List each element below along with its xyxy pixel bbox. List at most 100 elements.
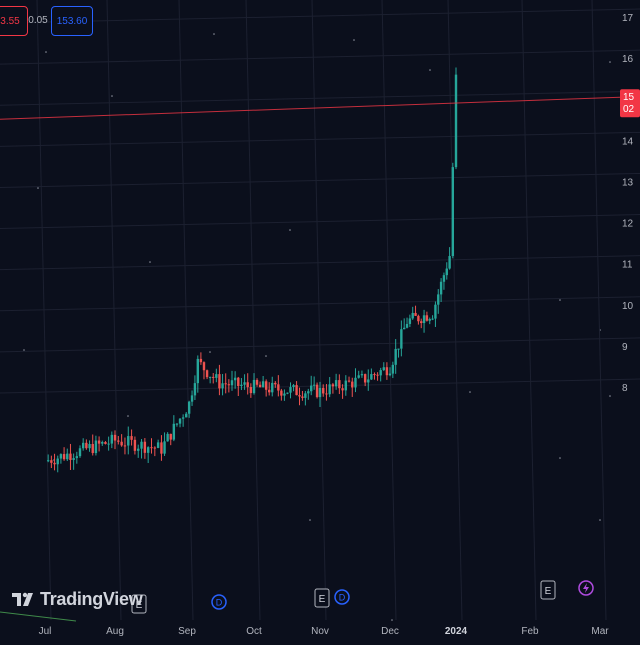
candle-body[interactable] xyxy=(205,370,209,378)
candle-body[interactable] xyxy=(360,374,364,376)
candle-body[interactable] xyxy=(193,383,197,396)
candle-body[interactable] xyxy=(75,456,79,459)
candle-body[interactable] xyxy=(344,380,348,391)
candle-body[interactable] xyxy=(153,447,157,449)
candle-body[interactable] xyxy=(428,319,431,321)
candle-body[interactable] xyxy=(46,460,50,462)
candle-body[interactable] xyxy=(53,462,56,465)
candle-body[interactable] xyxy=(354,377,357,388)
candle-body[interactable] xyxy=(376,374,379,376)
candle-body[interactable] xyxy=(178,418,182,424)
candle-body[interactable] xyxy=(81,442,85,449)
candle-body[interactable] xyxy=(388,373,392,376)
candle-body[interactable] xyxy=(425,315,429,321)
candle-body[interactable] xyxy=(351,381,354,388)
candle-body[interactable] xyxy=(190,395,194,402)
candle-body[interactable] xyxy=(445,268,448,276)
candle-body[interactable] xyxy=(385,367,389,376)
candle-body[interactable] xyxy=(341,388,344,391)
candle-body[interactable] xyxy=(202,362,206,371)
candle-body[interactable] xyxy=(405,323,409,328)
candle-body[interactable] xyxy=(255,379,259,385)
candle-body[interactable] xyxy=(315,384,319,398)
candle-body[interactable] xyxy=(187,401,191,414)
candle-body[interactable] xyxy=(85,442,88,449)
candle-body[interactable] xyxy=(451,167,455,257)
candle-body[interactable] xyxy=(237,377,240,387)
candle-body[interactable] xyxy=(286,392,289,394)
candle-body[interactable] xyxy=(394,348,397,365)
candle-body[interactable] xyxy=(437,294,440,305)
candle-body[interactable] xyxy=(258,384,262,388)
candle-body[interactable] xyxy=(156,442,160,448)
earnings-marker[interactable] xyxy=(131,594,147,614)
candle-body[interactable] xyxy=(331,384,335,387)
candle-body[interactable] xyxy=(431,318,434,320)
candle-body[interactable] xyxy=(304,393,307,398)
candle-body[interactable] xyxy=(233,377,237,381)
candle-body[interactable] xyxy=(218,374,221,389)
candle-body[interactable] xyxy=(417,315,420,322)
candle-body[interactable] xyxy=(230,380,234,386)
candle-body[interactable] xyxy=(367,379,370,383)
candle-body[interactable] xyxy=(56,458,59,465)
candle-body[interactable] xyxy=(133,439,137,451)
candle-body[interactable] xyxy=(347,380,351,382)
candle-body[interactable] xyxy=(113,434,117,441)
candle-body[interactable] xyxy=(411,312,414,319)
candle-body[interactable] xyxy=(91,444,94,454)
candle-body[interactable] xyxy=(434,304,437,319)
candle-body[interactable] xyxy=(414,312,417,316)
candle-body[interactable] xyxy=(268,389,271,393)
candle-body[interactable] xyxy=(454,74,458,168)
candle-body[interactable] xyxy=(78,448,82,457)
candle-body[interactable] xyxy=(391,364,395,374)
candle-body[interactable] xyxy=(72,458,75,461)
candle-body[interactable] xyxy=(137,448,140,451)
candle-body[interactable] xyxy=(301,396,304,398)
candle-body[interactable] xyxy=(334,380,338,387)
candle-body[interactable] xyxy=(181,417,185,419)
candle-body[interactable] xyxy=(169,433,172,440)
candle-body[interactable] xyxy=(88,444,91,449)
candle-body[interactable] xyxy=(146,447,150,453)
candle-body[interactable] xyxy=(185,413,188,418)
earnings-marker[interactable] xyxy=(540,580,556,600)
candle-body[interactable] xyxy=(322,387,325,394)
candle-body[interactable] xyxy=(130,436,133,440)
candle-body[interactable] xyxy=(94,440,98,454)
candle-body[interactable] xyxy=(382,367,385,371)
sell-price-button[interactable]: 3.55 xyxy=(0,6,28,36)
candle-body[interactable] xyxy=(357,375,360,378)
candle-body[interactable] xyxy=(280,390,283,396)
buy-price-button[interactable]: 153.60 xyxy=(51,6,93,36)
candle-body[interactable] xyxy=(224,383,227,385)
candle-body[interactable] xyxy=(439,281,443,295)
candle-body[interactable] xyxy=(307,391,310,394)
candle-body[interactable] xyxy=(143,441,147,453)
candle-body[interactable] xyxy=(215,374,218,378)
candle-body[interactable] xyxy=(373,374,376,376)
candle-body[interactable] xyxy=(370,374,373,380)
candle-body[interactable] xyxy=(397,348,400,350)
candle-body[interactable] xyxy=(289,387,292,393)
candle-body[interactable] xyxy=(212,376,215,378)
candle-body[interactable] xyxy=(422,315,426,324)
candle-body[interactable] xyxy=(298,395,301,397)
candle-body[interactable] xyxy=(107,443,110,445)
candle-body[interactable] xyxy=(66,453,69,460)
candle-body[interactable] xyxy=(62,454,66,460)
candle-body[interactable] xyxy=(338,380,341,389)
candle-body[interactable] xyxy=(312,384,316,386)
candle-body[interactable] xyxy=(117,440,120,442)
candle-body[interactable] xyxy=(221,383,224,389)
candle-body[interactable] xyxy=(271,382,274,393)
candle-body[interactable] xyxy=(264,381,268,390)
dividend-marker[interactable] xyxy=(211,594,227,610)
candle-body[interactable] xyxy=(196,358,200,384)
candle-body[interactable] xyxy=(292,385,295,388)
candle-body[interactable] xyxy=(120,441,123,446)
candle-body[interactable] xyxy=(246,382,249,388)
candle-body[interactable] xyxy=(50,460,53,463)
